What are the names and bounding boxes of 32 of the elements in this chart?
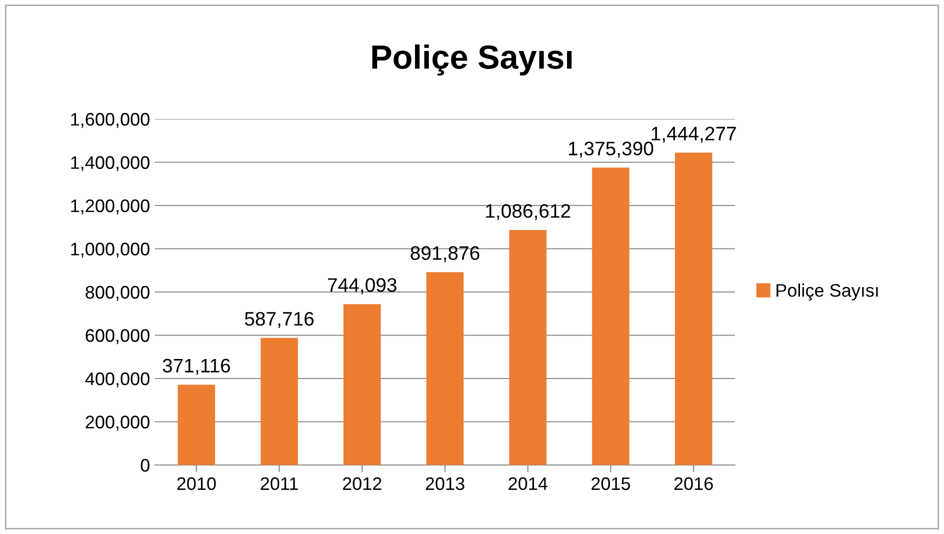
bar bbox=[344, 304, 381, 465]
y-tick-label: 800,000 bbox=[86, 286, 150, 301]
chart-title: Poliçe Sayısı bbox=[372, 44, 572, 76]
data-label: 1,444,277 bbox=[652, 126, 736, 143]
bar bbox=[260, 338, 298, 465]
bar bbox=[674, 152, 712, 465]
x-tick-label: 2016 bbox=[674, 477, 713, 490]
x-tick-label: 2015 bbox=[592, 477, 630, 490]
data-label: 587,716 bbox=[244, 312, 314, 328]
data-label: 371,116 bbox=[162, 358, 230, 375]
data-label: 744,093 bbox=[328, 278, 396, 294]
y-tick-label: 1,400,000 bbox=[71, 156, 150, 172]
x-tick-label: 2010 bbox=[177, 477, 216, 490]
data-label: 1,375,390 bbox=[568, 142, 654, 158]
y-tick-label: 1,000,000 bbox=[71, 242, 150, 258]
y-tick-label: 1,200,000 bbox=[71, 199, 150, 214]
legend-label: Poliçe Sayısı bbox=[776, 284, 878, 300]
x-tick-label: 2013 bbox=[426, 477, 464, 490]
bar bbox=[592, 168, 630, 465]
y-tick-label: 200,000 bbox=[86, 416, 150, 431]
data-label: 1,086,612 bbox=[486, 204, 570, 220]
x-tick-label: 2014 bbox=[508, 477, 548, 490]
bar bbox=[426, 272, 464, 465]
y-tick-label: 0 bbox=[140, 458, 150, 472]
data-label: 891,876 bbox=[410, 246, 480, 262]
x-tick-label: 2012 bbox=[342, 477, 382, 490]
y-tick-label: 600,000 bbox=[86, 329, 150, 344]
bar bbox=[509, 230, 546, 465]
bar bbox=[178, 384, 216, 465]
y-tick-label: 1,600,000 bbox=[71, 112, 150, 128]
y-tick-label: 400,000 bbox=[85, 372, 150, 388]
x-tick-label: 2011 bbox=[260, 477, 298, 490]
